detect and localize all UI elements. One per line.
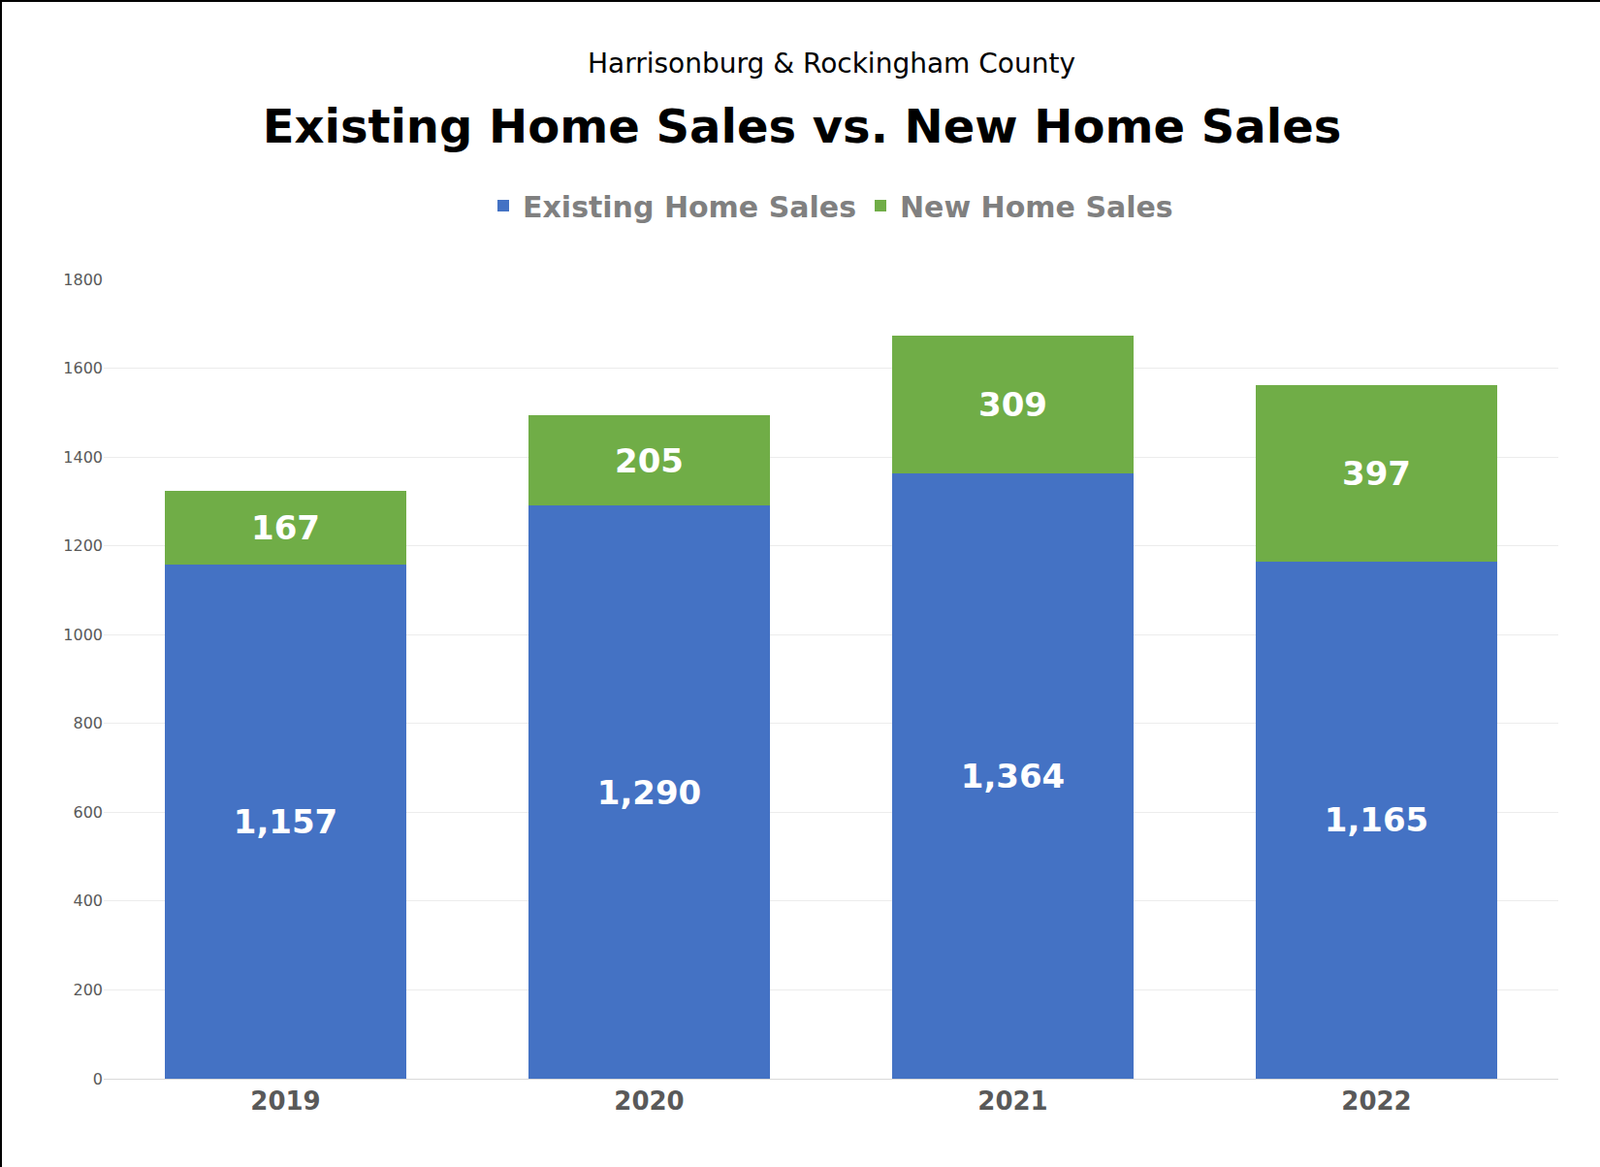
svg-text:309: 309 [978, 384, 1048, 424]
svg-text:Existing Home Sales: Existing Home Sales [522, 190, 857, 224]
svg-text:205: 205 [614, 441, 684, 480]
svg-text:2021: 2021 [977, 1086, 1048, 1116]
svg-text:400: 400 [72, 891, 103, 910]
svg-text:2020: 2020 [613, 1086, 684, 1116]
svg-text:1,290: 1,290 [597, 772, 703, 812]
svg-text:1800: 1800 [63, 270, 103, 289]
svg-text:600: 600 [72, 802, 103, 822]
svg-text:1,157: 1,157 [233, 801, 339, 841]
svg-text:1600: 1600 [63, 358, 103, 378]
svg-text:200: 200 [72, 980, 103, 999]
svg-text:Harrisonburg & Rockingham Coun: Harrisonburg & Rockingham County [587, 47, 1076, 80]
svg-text:1,165: 1,165 [1324, 800, 1430, 839]
svg-text:New Home Sales: New Home Sales [899, 190, 1174, 224]
svg-text:2022: 2022 [1341, 1086, 1411, 1116]
svg-text:397: 397 [1342, 453, 1411, 493]
svg-text:1400: 1400 [63, 448, 103, 467]
svg-text:1,364: 1,364 [960, 756, 1066, 796]
svg-text:Existing Home Sales vs. New Ho: Existing Home Sales vs. New Home Sales [262, 98, 1343, 154]
svg-text:0: 0 [93, 1069, 103, 1088]
svg-text:1000: 1000 [63, 625, 103, 644]
svg-text:800: 800 [72, 713, 103, 733]
svg-text:167: 167 [251, 508, 320, 547]
svg-text:2019: 2019 [250, 1086, 320, 1116]
svg-text:1200: 1200 [63, 536, 103, 555]
